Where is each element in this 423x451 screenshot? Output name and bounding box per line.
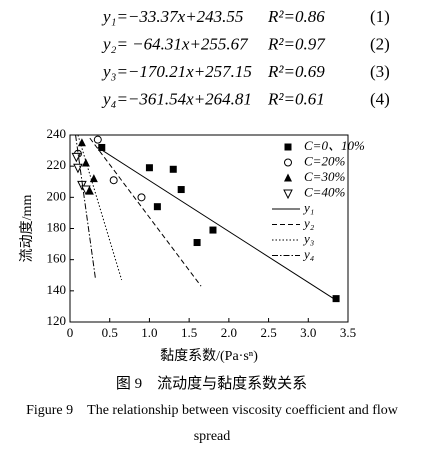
equation-number: (1)	[370, 7, 390, 26]
y-tick-label: 120	[47, 313, 67, 328]
figure: y₁=−33.37x+243.55 R²=0.86 (1) y₂= −64.31x+2…	[19, 7, 390, 364]
marker-square	[98, 143, 106, 151]
fit-line	[77, 134, 123, 281]
y-tick-label: 180	[47, 219, 67, 234]
x-tick-label: 0	[67, 325, 74, 340]
marker-triangle	[284, 173, 292, 182]
legend-label: C=40%	[304, 184, 345, 199]
equation: y₁=−33.37x+243.55	[101, 7, 243, 26]
fit-line	[75, 134, 96, 279]
x-tick-label: 2.0	[221, 325, 237, 340]
legend-label: y₁	[302, 200, 314, 215]
y-axis-label: 流动度/mm	[19, 195, 35, 263]
y-tick-label: 140	[47, 282, 67, 297]
y-tick-label: 160	[47, 251, 67, 266]
r-squared: R²=0.97	[267, 34, 326, 53]
equation: y₂= −64.31x+255.67	[101, 34, 249, 53]
marker-triangle-down	[283, 189, 293, 200]
marker-square	[332, 295, 340, 303]
equation-number: (2)	[370, 34, 390, 53]
equation-number: (3)	[370, 62, 390, 81]
x-tick-label: 0.5	[102, 325, 118, 340]
marker-circle	[137, 193, 146, 202]
y-tick-label: 220	[47, 157, 67, 172]
y-tick-label: 240	[47, 126, 67, 141]
x-tick-label: 3.5	[340, 325, 356, 340]
legend-label: y₄	[302, 246, 315, 261]
marker-square	[193, 239, 201, 247]
marker-circle	[284, 158, 292, 167]
legend-label: y₂	[302, 215, 315, 230]
marker-circle	[93, 135, 102, 144]
r-squared: R²=0.86	[267, 7, 325, 26]
marker-square	[209, 226, 217, 234]
legend-label: C=30%	[304, 169, 345, 184]
legend-label: C=0、10%	[304, 138, 365, 153]
marker-triangle	[85, 186, 94, 195]
fit-line	[97, 147, 337, 301]
marker-square	[169, 165, 177, 173]
caption-en: Figure 9 The relationship between viscos…	[26, 403, 398, 444]
x-tick-label: 1.5	[181, 325, 197, 340]
x-tick-label: 3.0	[300, 325, 316, 340]
x-tick-label: 1.0	[141, 325, 157, 340]
legend-label: C=20%	[304, 153, 345, 168]
y-tick-label: 200	[47, 188, 67, 203]
equation-number: (4)	[370, 89, 390, 108]
marker-triangle	[77, 138, 86, 147]
equation: y₄=−361.54x+264.81	[101, 89, 252, 108]
marker-square	[153, 203, 161, 211]
x-tick-label: 2.5	[260, 325, 276, 340]
marker-circle	[109, 176, 118, 185]
equation: y₃=−170.21x+257.15	[101, 62, 252, 81]
marker-square	[145, 164, 153, 172]
marker-triangle-down	[81, 185, 91, 196]
caption-zh: 图 9 流动度与黏度系数关系	[115, 376, 308, 392]
marker-square	[177, 186, 185, 194]
marker-square	[284, 143, 292, 151]
fit-line	[89, 137, 202, 287]
x-axis-label: 黏度系数/(Pa·sⁿ)	[160, 348, 258, 364]
r-squared: R²=0.69	[267, 62, 325, 81]
legend-label: y₃	[302, 231, 314, 246]
r-squared: R²=0.61	[267, 89, 325, 108]
marker-triangle	[89, 174, 98, 183]
